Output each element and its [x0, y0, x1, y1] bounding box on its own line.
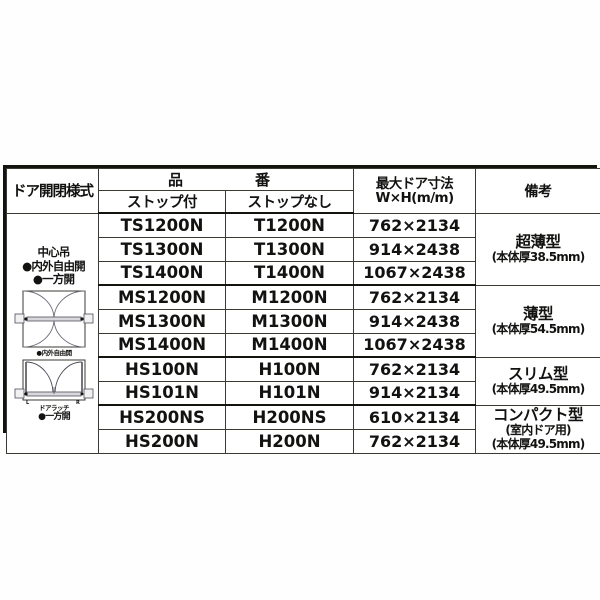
- diagram-label-right: R: [76, 400, 80, 405]
- table-row: HS101N H101N 914×2134: [7, 380, 600, 406]
- cell-max-size: 762×2134: [353, 428, 477, 454]
- table-row: TS1400N T1400N 1067×2438: [7, 260, 600, 286]
- cell-with-stop: HS200N: [98, 428, 226, 454]
- table-row: HS200NS H200NS 610×2134 コンパクト型 (室内ドア用) (…: [7, 404, 600, 454]
- note-sub: (本体厚38.5mm): [491, 249, 586, 264]
- note-title: 薄型: [523, 304, 554, 323]
- diagram-double-acting: ●内外自由開: [10, 288, 98, 357]
- diagram-latch-caption: ドアラッチ: [39, 404, 70, 413]
- cell-without-stop: H200NS: [224, 404, 355, 430]
- cell-without-stop: T1300N: [224, 236, 355, 262]
- cell-note-ultra-thin: 超薄型 (本体厚38.5mm): [475, 212, 600, 286]
- diagram-label-left: L: [26, 400, 30, 405]
- note-sub: (本体厚49.5mm): [491, 381, 586, 396]
- table-row: 中心吊 ●内外自由開 ●一方開: [6, 212, 600, 454]
- door-mode-bullet-2: ●一方開: [32, 272, 75, 287]
- spec-table: ドア開閉様式 品 番 最大ドア寸法 W×H(m/m) 備考 ストップ付 ストップ…: [3, 165, 600, 454]
- table-row: TS1300N T1300N 914×2438: [7, 236, 600, 262]
- door-spec-table: ドア開閉様式 品 番 最大ドア寸法 W×H(m/m) 備考 ストップ付 ストップ…: [6, 168, 600, 454]
- table-row: MS1200N M1200N 762×2134 薄型 (本体厚54.5mm): [7, 284, 600, 358]
- note-sub: (本体厚54.5mm): [491, 321, 586, 336]
- cell-with-stop: MS1400N: [98, 332, 226, 358]
- diagram-single-acting: L R ドアラッチ ●一方開: [10, 357, 98, 422]
- header-max-door-size-line1: 最大ドア寸法: [375, 175, 454, 192]
- cell-max-size: 1067×2438: [353, 332, 477, 358]
- cell-max-size: 762×2134: [353, 284, 477, 310]
- header-part-number: 品 番: [97, 168, 355, 191]
- note-title: 超薄型: [515, 232, 562, 251]
- cell-note-thin: 薄型 (本体厚54.5mm): [475, 284, 600, 358]
- cell-without-stop: H100N: [224, 356, 355, 382]
- header-max-door-size-line2: W×H(m/m): [375, 189, 454, 206]
- single-acting-door-icon: L R: [14, 359, 94, 405]
- diagram-double-acting-caption: ●内外自由開: [36, 348, 72, 357]
- header-without-stop: ストップなし: [224, 190, 355, 214]
- door-mode-bullet-1: ●内外自由開: [22, 258, 86, 273]
- cell-with-stop: TS1200N: [98, 212, 226, 238]
- cell-without-stop: M1400N: [224, 332, 355, 358]
- cell-max-size: 762×2134: [353, 356, 477, 382]
- cell-max-size: 610×2134: [353, 404, 477, 430]
- cell-max-size: 914×2438: [353, 236, 477, 262]
- table-row: HS100N H100N 762×2134 スリム型 (本体厚49.5mm): [7, 356, 600, 406]
- table-header-row-1: ドア開閉様式 品 番 最大ドア寸法 W×H(m/m) 備考: [6, 168, 600, 214]
- cell-with-stop: MS1300N: [98, 308, 226, 334]
- cell-without-stop: M1200N: [224, 284, 355, 310]
- cell-with-stop: HS100N: [98, 356, 226, 382]
- cell-note-compact: コンパクト型 (室内ドア用) (本体厚49.5mm): [475, 404, 600, 454]
- cell-without-stop: T1200N: [224, 212, 355, 238]
- header-with-stop: ストップ付: [98, 190, 226, 214]
- cell-max-size: 762×2134: [353, 212, 477, 238]
- cell-max-size: 1067×2438: [353, 260, 477, 286]
- header-door-mode: ドア開閉様式: [6, 168, 99, 214]
- diagram-single-acting-caption: ●一方開: [38, 411, 70, 422]
- cell-with-stop: MS1200N: [98, 284, 226, 310]
- header-max-door-size: 最大ドア寸法 W×H(m/m): [353, 168, 477, 214]
- cell-without-stop: T1400N: [224, 260, 355, 286]
- double-acting-door-icon: [14, 290, 94, 348]
- cell-without-stop: H101N: [224, 380, 355, 406]
- cell-with-stop: HS200NS: [98, 404, 226, 430]
- table-row: MS1300N M1300N 914×2438: [7, 308, 600, 334]
- table-header-row-2: ストップ付 ストップなし: [7, 190, 600, 214]
- table-row: HS200N H200N 762×2134: [7, 428, 600, 454]
- note-title: スリム型: [508, 364, 569, 383]
- cell-note-slim: スリム型 (本体厚49.5mm): [475, 356, 600, 406]
- header-notes: 備考: [475, 168, 600, 214]
- cell-with-stop: TS1300N: [98, 236, 226, 262]
- cell-max-size: 914×2438: [353, 308, 477, 334]
- cell-with-stop: HS101N: [98, 380, 226, 406]
- note-sub-2: (本体厚49.5mm): [491, 436, 586, 451]
- cell-without-stop: M1300N: [224, 308, 355, 334]
- cell-with-stop: TS1400N: [98, 260, 226, 286]
- cell-max-size: 914×2134: [353, 380, 477, 406]
- note-title: コンパクト型: [493, 405, 584, 424]
- cell-without-stop: H200N: [224, 428, 355, 454]
- door-mode-labels: 中心吊 ●内外自由開 ●一方開: [11, 246, 96, 287]
- table-row: MS1400N M1400N 1067×2438: [7, 332, 600, 358]
- note-sub-1: (室内ドア用): [505, 423, 571, 438]
- door-mode-cell: 中心吊 ●内外自由開 ●一方開: [6, 212, 99, 454]
- door-mode-title: 中心吊: [37, 245, 70, 260]
